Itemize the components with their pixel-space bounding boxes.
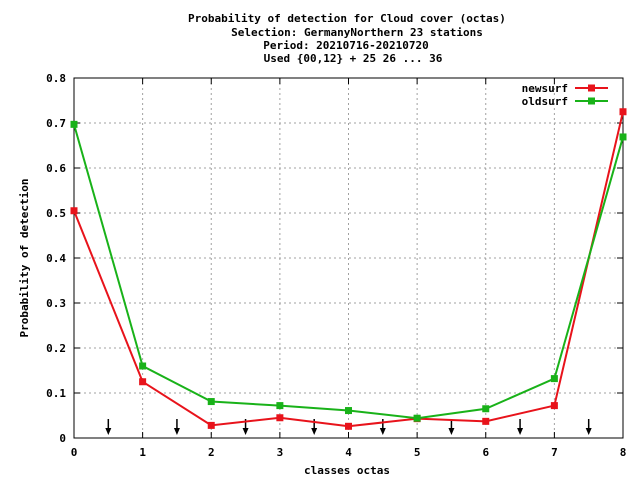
legend-swatch-marker bbox=[588, 97, 595, 105]
class-boundary-arrow bbox=[448, 419, 455, 435]
y-tick-label: 0.5 bbox=[46, 207, 66, 220]
x-tick-label: 5 bbox=[414, 446, 421, 459]
title-line-3: Period: 20210716-20210720 bbox=[263, 39, 429, 52]
data-point bbox=[139, 378, 147, 386]
grid bbox=[74, 78, 623, 438]
data-point bbox=[345, 422, 352, 430]
title-line-4: Used {00,12} + 25 26 ... 36 bbox=[264, 52, 443, 65]
data-point bbox=[482, 417, 490, 425]
data-point bbox=[345, 407, 352, 415]
x-tick-label: 0 bbox=[71, 446, 78, 459]
data-point bbox=[276, 414, 284, 422]
y-tick-label: 0.6 bbox=[46, 162, 66, 175]
data-point bbox=[70, 207, 78, 215]
data-point bbox=[70, 120, 78, 128]
legend-label: newsurf bbox=[522, 82, 568, 95]
y-tick-label: 0 bbox=[59, 432, 66, 445]
class-boundary-arrow bbox=[173, 419, 180, 435]
x-tick-label: 8 bbox=[620, 446, 627, 459]
data-point bbox=[207, 421, 215, 429]
x-tick-label: 4 bbox=[345, 446, 352, 459]
class-boundary-arrow bbox=[517, 419, 524, 435]
y-tick-label: 0.4 bbox=[46, 252, 66, 265]
y-tick-label: 0.1 bbox=[46, 387, 66, 400]
x-tick-label: 1 bbox=[139, 446, 146, 459]
data-point bbox=[550, 402, 558, 410]
axis-ticks: 0 0.1 0.2 0.3 0.4 0.5 0.6 0.7 0.8 0 1 2 3 4 5 6 7 8 bbox=[46, 72, 626, 459]
data-point bbox=[619, 133, 627, 141]
class-boundary-arrows bbox=[105, 419, 592, 435]
x-axis-label: classes octas bbox=[304, 464, 390, 477]
legend-label: oldsurf bbox=[522, 95, 568, 108]
chart-title: Probability of detection for Cloud cover… bbox=[188, 12, 506, 65]
x-tick-label: 6 bbox=[482, 446, 489, 459]
y-axis-label: Probability of detection bbox=[18, 179, 31, 338]
x-tick-label: 2 bbox=[208, 446, 215, 459]
class-boundary-arrow bbox=[105, 419, 112, 435]
series-oldsurf bbox=[70, 120, 627, 422]
title-line-1: Probability of detection for Cloud cover… bbox=[188, 12, 506, 25]
title-line-2: Selection: GermanyNorthern 23 stations bbox=[231, 26, 483, 39]
y-tick-label: 0.8 bbox=[46, 72, 66, 85]
class-boundary-arrow bbox=[379, 419, 386, 435]
legend-entry: newsurf bbox=[522, 82, 608, 95]
y-tick-label: 0.7 bbox=[46, 117, 66, 130]
series-layer bbox=[70, 108, 627, 430]
y-tick-label: 0.3 bbox=[46, 297, 66, 310]
data-point bbox=[482, 405, 490, 413]
y-tick-label: 0.2 bbox=[46, 342, 66, 355]
data-point bbox=[619, 108, 627, 116]
legend-swatch-marker bbox=[588, 84, 595, 92]
x-tick-label: 7 bbox=[551, 446, 558, 459]
data-point bbox=[550, 375, 558, 383]
class-boundary-arrow bbox=[585, 419, 592, 435]
legend-entry: oldsurf bbox=[522, 95, 608, 108]
data-point bbox=[276, 402, 284, 410]
x-tick-label: 3 bbox=[277, 446, 284, 459]
data-point bbox=[413, 414, 421, 422]
data-point bbox=[139, 362, 147, 370]
data-point bbox=[207, 398, 215, 406]
